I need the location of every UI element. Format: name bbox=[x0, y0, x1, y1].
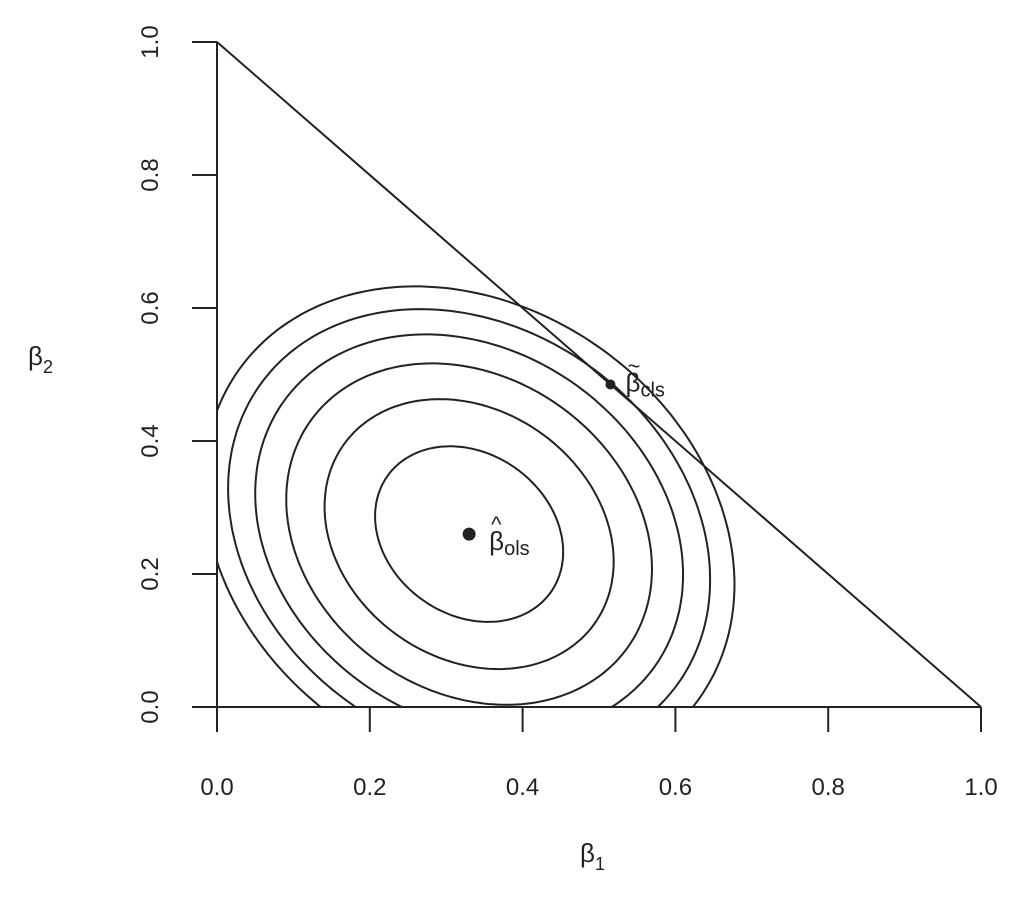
x-tick-label: 0.0 bbox=[200, 774, 233, 801]
y-axis-title: β2 bbox=[28, 341, 53, 377]
constraint-line bbox=[216, 41, 982, 708]
ols-beta: β bbox=[489, 526, 504, 556]
contour-line-4 bbox=[254, 333, 684, 707]
contour-line-2 bbox=[323, 398, 615, 671]
ols-subscript: ols bbox=[504, 538, 530, 560]
contour-line-3 bbox=[285, 362, 654, 706]
cls-label: ~ βcls bbox=[625, 353, 664, 401]
x-tick-label: 0.2 bbox=[353, 774, 386, 801]
y-axis-subscript: 2 bbox=[43, 357, 53, 377]
y-tick-label: 0.2 bbox=[137, 557, 164, 590]
ols-point bbox=[462, 527, 476, 541]
x-tick-label: 0.6 bbox=[659, 774, 692, 801]
y-tick-label: 0.6 bbox=[137, 291, 164, 324]
axes: 0.0 0.2 0.4 0.6 0.8 1.0 0.0 0.2 0.4 0.6 0.8 1.0 bbox=[137, 25, 998, 801]
ols-hat: ^ bbox=[491, 512, 502, 537]
cls-point bbox=[605, 379, 616, 390]
y-tick-label: 0.0 bbox=[137, 690, 164, 723]
contour-line-1 bbox=[374, 445, 565, 623]
x-tick-label: 1.0 bbox=[964, 774, 997, 801]
x-tick-label: 0.4 bbox=[506, 774, 539, 801]
y-axis-symbol: β bbox=[28, 341, 43, 371]
contour-line-6 bbox=[217, 285, 736, 707]
y-tick-label: 1.0 bbox=[137, 25, 164, 58]
x-axis-title: β1 bbox=[580, 838, 605, 874]
cls-beta: β bbox=[625, 367, 640, 397]
x-axis-symbol: β bbox=[580, 838, 595, 868]
x-tick-label: 0.8 bbox=[812, 774, 845, 801]
ols-label: ^ βols bbox=[489, 512, 530, 560]
cls-tilde: ~ bbox=[627, 353, 640, 378]
y-tick-label: 0.8 bbox=[137, 158, 164, 191]
cls-subscript: cls bbox=[640, 379, 664, 401]
y-tick-label: 0.4 bbox=[137, 424, 164, 457]
x-axis-subscript: 1 bbox=[595, 854, 605, 874]
